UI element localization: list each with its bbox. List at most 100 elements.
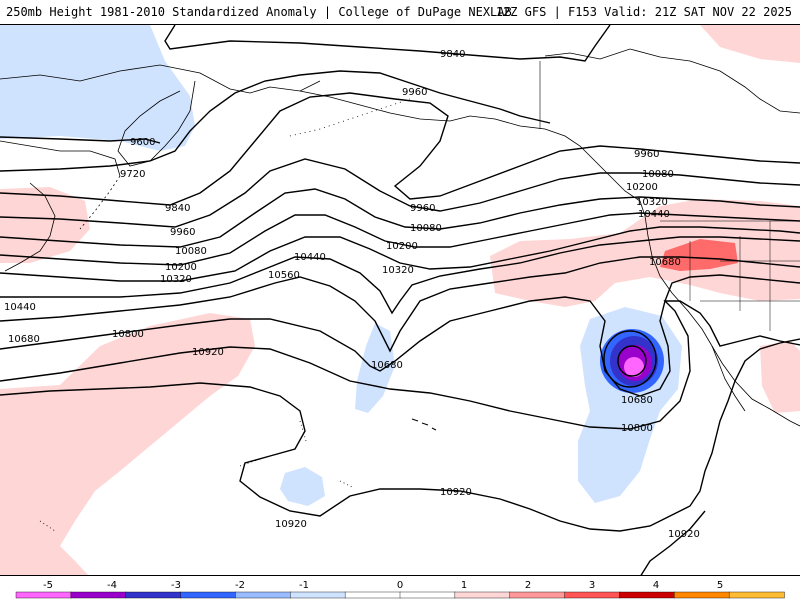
contour-low-inner xyxy=(617,345,647,377)
contour-10440 xyxy=(0,236,800,315)
colorbar-svg: -5 -4 -3 -2 -1 0 1 2 3 4 5 xyxy=(15,580,785,599)
colorbar-swatch xyxy=(180,591,237,599)
contour-10800 xyxy=(0,300,800,430)
colorbar-swatch xyxy=(399,591,456,599)
colorbar-tick: 5 xyxy=(717,580,723,591)
colorbar-tick: -4 xyxy=(107,580,117,591)
contour-10080 xyxy=(0,188,800,248)
positive-anomaly-west-us-core xyxy=(660,239,738,271)
contour-10320 xyxy=(0,226,800,282)
colorbar-swatch xyxy=(674,591,730,599)
contour-10920-east xyxy=(640,510,706,575)
colorbar-swatch xyxy=(15,591,72,599)
colorbar-swatch xyxy=(344,591,401,599)
header-bar: 250mb Height 1981-2010 Standardized Anom… xyxy=(0,0,800,24)
siberia-coast xyxy=(0,64,321,94)
colorbar-swatch xyxy=(509,591,566,599)
anomaly-map[interactable]: 9840 9600 9960 9720 9840 9960 10080 1020… xyxy=(0,24,800,576)
colorbar-tick: 2 xyxy=(525,580,531,591)
contour-label: 10080 xyxy=(642,169,674,180)
canada-coast xyxy=(544,48,800,114)
contour-10200 xyxy=(0,212,800,266)
contour-label: 10320 xyxy=(382,265,414,276)
colorbar-tick: -1 xyxy=(299,580,309,591)
positive-anomaly-northeast-pacific xyxy=(490,199,800,307)
colorbar-swatches xyxy=(15,591,785,599)
anomaly-shading xyxy=(0,25,800,575)
kamchatka-coast xyxy=(117,80,196,167)
contour-label: 9960 xyxy=(170,227,195,238)
colorbar-tick: 3 xyxy=(589,580,595,591)
model-valid-time: 12Z GFS | F153 Valid: 21Z SAT NOV 22 202… xyxy=(495,5,792,19)
contour-label: 10800 xyxy=(621,423,653,434)
contour-label: 9840 xyxy=(440,49,465,60)
height-contours xyxy=(0,25,800,575)
contour-label: 9720 xyxy=(120,169,145,180)
contour-10680-west xyxy=(0,274,800,397)
colorbar-tick: -3 xyxy=(171,580,181,591)
contour-label: 10320 xyxy=(636,197,668,208)
anomaly-colorbar: -5 -4 -3 -2 -1 0 1 2 3 4 5 xyxy=(0,576,800,600)
contour-label: 10200 xyxy=(626,182,658,193)
contour-label: 10920 xyxy=(668,529,700,540)
contour-9720 xyxy=(0,70,551,172)
negative-anomaly-low-5 xyxy=(624,357,644,377)
contour-label: 10560 xyxy=(268,270,300,281)
colorbar-tick: 4 xyxy=(653,580,659,591)
colorbar-tick: -2 xyxy=(235,580,245,591)
coastlines xyxy=(0,48,800,532)
contour-label: 10680 xyxy=(649,257,681,268)
contour-label: 10200 xyxy=(386,241,418,252)
contour-labels: 9840 9600 9960 9720 9840 9960 10080 1020… xyxy=(4,49,700,540)
contour-10920 xyxy=(0,338,800,532)
contour-label: 9960 xyxy=(402,87,427,98)
hawaii-islands xyxy=(411,418,437,431)
map-svg: 9840 9600 9960 9720 9840 9960 10080 1020… xyxy=(0,25,800,575)
contour-label: 10320 xyxy=(160,274,192,285)
colorbar-ticks: -5 -4 -3 -2 -1 0 1 2 3 4 5 xyxy=(43,580,723,591)
contour-label: 10920 xyxy=(192,347,224,358)
positive-anomaly-hudson-bay xyxy=(700,25,800,63)
contour-label: 10440 xyxy=(294,252,326,263)
product-title: 250mb Height 1981-2010 Standardized Anom… xyxy=(6,5,512,19)
contour-label: 9840 xyxy=(165,203,190,214)
colorbar-swatch xyxy=(728,591,785,599)
colorbar-swatch xyxy=(125,591,182,599)
contour-label: 10440 xyxy=(638,209,670,220)
okhotsk-coast xyxy=(0,140,121,177)
contour-label: 10920 xyxy=(440,487,472,498)
contour-label: 10680 xyxy=(371,360,403,371)
contour-label: 9600 xyxy=(130,137,155,148)
us-west-coast xyxy=(644,215,800,427)
negative-anomaly-nw-pacific xyxy=(0,25,195,151)
contour-label: 10200 xyxy=(165,262,197,273)
colorbar-tick: 0 xyxy=(397,580,403,591)
contour-label: 10800 xyxy=(112,329,144,340)
colorbar-swatch xyxy=(564,591,621,599)
contour-10560 xyxy=(0,256,800,353)
positive-anomaly-mexico xyxy=(760,341,800,413)
colorbar-swatch xyxy=(290,591,346,599)
negative-anomaly-south-pacific xyxy=(280,467,325,506)
japan-coast xyxy=(4,182,56,272)
positive-anomaly-central-pacific xyxy=(0,313,255,546)
colorbar-tick: 1 xyxy=(461,580,467,591)
contour-label: 10080 xyxy=(175,246,207,257)
colorbar-swatch xyxy=(235,591,291,599)
state-borders xyxy=(660,220,800,331)
colorbar-swatch xyxy=(454,591,511,599)
positive-anomaly-sw-pacific xyxy=(0,546,89,575)
colorbar-swatch xyxy=(619,591,675,599)
colorbar-tick: -5 xyxy=(43,580,53,591)
contour-9960-west xyxy=(0,158,800,228)
contour-9840 xyxy=(0,92,800,206)
positive-anomaly-japan xyxy=(0,187,90,263)
contour-label: 10080 xyxy=(410,223,442,234)
contour-low-center xyxy=(603,330,657,388)
contour-9600 xyxy=(0,136,161,144)
contour-label: 10920 xyxy=(275,519,307,530)
alaska-coast xyxy=(299,90,646,217)
colorbar-swatch xyxy=(70,591,127,599)
kuril-chain xyxy=(79,175,121,230)
contour-label: 10680 xyxy=(8,334,40,345)
